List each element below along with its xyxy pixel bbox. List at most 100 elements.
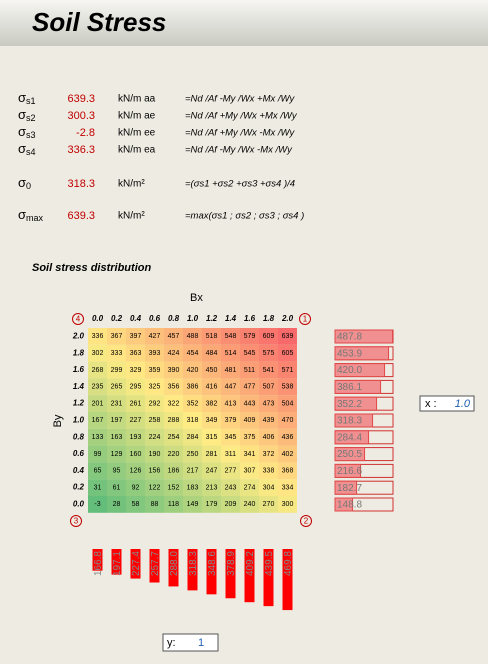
cell-value: 575 — [263, 350, 275, 357]
y-label: By — [52, 414, 64, 427]
cell-value: 518 — [206, 333, 218, 340]
unit: kN/m ea — [118, 145, 156, 156]
heat-cell — [259, 479, 278, 496]
cell-value: 315 — [206, 434, 218, 441]
symbol: σ — [18, 124, 26, 139]
cell-value: 639 — [282, 333, 294, 340]
heat-cell — [202, 378, 221, 396]
heat-cell — [126, 378, 145, 396]
bar-label: 318.3 — [337, 416, 362, 427]
symbol: σ — [18, 90, 26, 105]
heat-cell — [145, 428, 164, 446]
stress-value: -2.8 — [76, 127, 95, 139]
cell-value: 95 — [113, 468, 121, 475]
bar-label: 148.8 — [337, 500, 362, 511]
heat-cell — [278, 378, 297, 396]
cell-value: 247 — [206, 468, 218, 475]
cell-value: 359 — [149, 367, 161, 374]
column-header: 1.6 — [244, 314, 256, 323]
subscript: s1 — [26, 96, 36, 106]
cell-value: 507 — [263, 384, 275, 391]
heat-cell — [278, 328, 297, 345]
cell-value: 217 — [187, 468, 199, 475]
column-header: 1.0 — [187, 314, 199, 323]
cell-value: 356 — [168, 384, 180, 391]
bar — [334, 463, 362, 478]
heat-cell — [183, 328, 202, 345]
cell-value: 427 — [149, 333, 161, 340]
cell-value: 514 — [225, 350, 237, 357]
cell-value: 250 — [187, 451, 199, 458]
cell-value: 179 — [206, 501, 218, 508]
cell-value: 156 — [149, 468, 161, 475]
section-title: Soil stress distribution — [32, 262, 151, 274]
bar — [92, 549, 103, 571]
heat-cell — [88, 462, 107, 480]
cell-value: 61 — [113, 484, 121, 491]
cell-value: 183 — [187, 484, 199, 491]
cell-value: 379 — [225, 417, 237, 424]
heat-cell — [107, 344, 126, 362]
cell-value: 390 — [168, 367, 180, 374]
x-input[interactable] — [419, 395, 475, 412]
cell-value: 338 — [263, 468, 275, 475]
heat-cell — [145, 496, 164, 513]
column-header: 0.4 — [130, 314, 142, 323]
cell-value: 197 — [111, 417, 123, 424]
unit: kN/m² — [118, 211, 145, 222]
cell-value: 186 — [168, 468, 180, 475]
heat-cell — [164, 378, 183, 396]
cell-value: 201 — [92, 400, 104, 407]
y-input-value[interactable]: 1 — [198, 637, 204, 649]
cell-value: 258 — [149, 417, 161, 424]
row-header: 0.8 — [73, 432, 85, 441]
heat-cell — [202, 479, 221, 496]
cell-value: 372 — [263, 451, 275, 458]
bar-label: 453.9 — [337, 348, 362, 359]
subscript: s2 — [26, 113, 36, 123]
heat-cell — [240, 395, 259, 412]
bar — [187, 549, 198, 591]
heat-cell — [88, 395, 107, 412]
cell-value: 231 — [111, 400, 123, 407]
heat-cell — [240, 462, 259, 480]
corner-label: 4 — [76, 315, 81, 324]
cell-value: 133 — [92, 434, 104, 441]
heat-cell — [183, 479, 202, 496]
cell-value: 325 — [149, 384, 161, 391]
y-input[interactable] — [162, 633, 219, 652]
heat-cell — [164, 328, 183, 345]
cell-value: 541 — [263, 367, 275, 374]
bar — [244, 549, 255, 603]
cell-value: 288 — [168, 417, 180, 424]
cell-value: 363 — [130, 350, 142, 357]
heat-cell — [126, 445, 145, 463]
heat-cell — [107, 361, 126, 379]
bar-label: 284.4 — [337, 432, 362, 443]
bar-label: 216.6 — [337, 466, 362, 477]
x-input-value[interactable]: 1.0 — [455, 398, 471, 410]
x-input-label: x : — [425, 398, 437, 410]
heat-cell — [183, 428, 202, 446]
cell-value: 450 — [206, 367, 218, 374]
heat-cell — [221, 479, 240, 496]
heat-cell — [240, 412, 259, 429]
row-header: 1.2 — [73, 399, 85, 408]
bar — [334, 346, 390, 361]
bar-label: 182.7 — [337, 483, 362, 494]
cell-value: 58 — [132, 501, 140, 508]
bar-label: 420.0 — [337, 365, 362, 376]
corner-label: 1 — [303, 315, 308, 324]
corner-label: 2 — [304, 517, 309, 526]
cell-value: 375 — [244, 434, 256, 441]
heat-cell — [259, 462, 278, 480]
subscript: s3 — [26, 130, 36, 140]
bar — [334, 413, 374, 428]
bar-label: 469.8 — [283, 551, 294, 576]
heat-cell — [259, 395, 278, 412]
cell-value: 126 — [130, 468, 142, 475]
cell-value: 190 — [149, 451, 161, 458]
cell-value: 220 — [168, 451, 180, 458]
heat-cell — [221, 344, 240, 362]
column-header: 0.0 — [92, 314, 104, 323]
